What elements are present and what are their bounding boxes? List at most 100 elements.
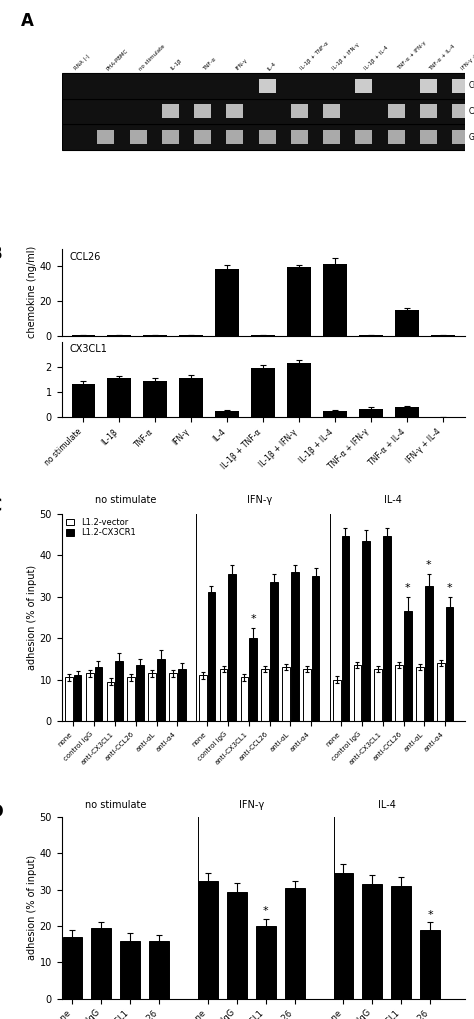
Bar: [215, 411, 239, 418]
Bar: [149, 941, 169, 999]
Bar: [162, 130, 179, 144]
Bar: [356, 130, 372, 144]
Text: *: *: [405, 583, 410, 593]
Bar: [383, 536, 391, 721]
Bar: [323, 104, 340, 118]
Bar: [62, 99, 465, 124]
Bar: [259, 130, 275, 144]
Bar: [323, 264, 346, 335]
Bar: [227, 130, 243, 144]
Text: *: *: [263, 906, 269, 916]
Text: IL-1β: IL-1β: [171, 58, 183, 71]
Bar: [374, 669, 382, 721]
Text: CCL26: CCL26: [468, 82, 474, 91]
Bar: [282, 667, 290, 721]
Bar: [98, 130, 114, 144]
Bar: [120, 941, 140, 999]
Text: IL-4: IL-4: [267, 61, 278, 71]
Bar: [180, 378, 203, 418]
Bar: [291, 130, 308, 144]
Bar: [416, 667, 424, 721]
Y-axis label: chemokine (ng/ml): chemokine (ng/ml): [27, 247, 37, 338]
Bar: [270, 582, 278, 721]
Text: *: *: [426, 560, 431, 571]
Text: *: *: [250, 614, 256, 625]
Bar: [420, 929, 440, 999]
Bar: [94, 667, 102, 721]
Bar: [91, 928, 111, 999]
Text: *: *: [428, 910, 433, 919]
Bar: [62, 124, 465, 150]
Text: TNF-α: TNF-α: [202, 56, 218, 71]
Bar: [227, 104, 243, 118]
Text: A: A: [21, 11, 34, 30]
Bar: [256, 926, 276, 999]
Text: IL-4: IL-4: [378, 800, 396, 810]
Bar: [356, 78, 372, 93]
Bar: [437, 663, 445, 721]
Bar: [162, 104, 179, 118]
Bar: [107, 682, 114, 721]
Y-axis label: adhesion (% of input): adhesion (% of input): [27, 855, 37, 961]
Bar: [420, 78, 437, 93]
Bar: [452, 130, 469, 144]
Bar: [227, 892, 247, 999]
Bar: [446, 607, 454, 721]
Bar: [395, 311, 419, 335]
Bar: [291, 104, 308, 118]
Bar: [404, 611, 412, 721]
Bar: [240, 678, 248, 721]
Bar: [148, 674, 156, 721]
Bar: [86, 674, 93, 721]
Bar: [362, 541, 370, 721]
Text: IFN-γ: IFN-γ: [246, 495, 272, 505]
Text: PHA-PBMC: PHA-PBMC: [106, 48, 129, 71]
Bar: [452, 78, 469, 93]
Bar: [169, 674, 177, 721]
Bar: [65, 678, 73, 721]
Text: CX3CL1: CX3CL1: [468, 107, 474, 116]
Text: TNF-α + IL-4: TNF-α + IL-4: [428, 44, 456, 71]
Bar: [323, 130, 340, 144]
Text: TNF-α + IFN-γ: TNF-α + IFN-γ: [396, 41, 427, 71]
Bar: [420, 130, 437, 144]
Bar: [425, 586, 433, 721]
Text: CX3CL1: CX3CL1: [70, 344, 108, 355]
Bar: [303, 669, 311, 721]
Y-axis label: adhesion (% of input): adhesion (% of input): [27, 565, 37, 669]
Text: no stimulate: no stimulate: [95, 495, 156, 505]
Bar: [334, 873, 354, 999]
Bar: [136, 665, 144, 721]
Bar: [388, 104, 404, 118]
Bar: [115, 661, 123, 721]
Bar: [291, 572, 299, 721]
Bar: [359, 409, 383, 418]
Bar: [420, 104, 437, 118]
Text: IFN-γ: IFN-γ: [239, 800, 264, 810]
Bar: [228, 574, 236, 721]
Bar: [215, 269, 239, 335]
Bar: [285, 888, 305, 999]
Text: GAPDH: GAPDH: [468, 132, 474, 142]
Bar: [199, 676, 207, 721]
Bar: [323, 411, 346, 418]
Bar: [108, 378, 131, 418]
Bar: [208, 592, 215, 721]
Bar: [333, 680, 340, 721]
Bar: [130, 130, 146, 144]
Text: C: C: [0, 497, 1, 515]
Text: CCL26: CCL26: [70, 252, 101, 262]
Bar: [287, 364, 311, 418]
Bar: [354, 665, 361, 721]
Bar: [251, 369, 275, 418]
Text: IL-1β + IFN-γ: IL-1β + IFN-γ: [331, 43, 360, 71]
Bar: [74, 676, 82, 721]
Bar: [287, 267, 311, 335]
Text: D: D: [0, 803, 3, 820]
Bar: [312, 576, 319, 721]
Bar: [249, 638, 257, 721]
Bar: [198, 880, 218, 999]
Bar: [128, 678, 135, 721]
Bar: [259, 78, 275, 93]
Text: IL-1β + IL-4: IL-1β + IL-4: [364, 46, 390, 71]
